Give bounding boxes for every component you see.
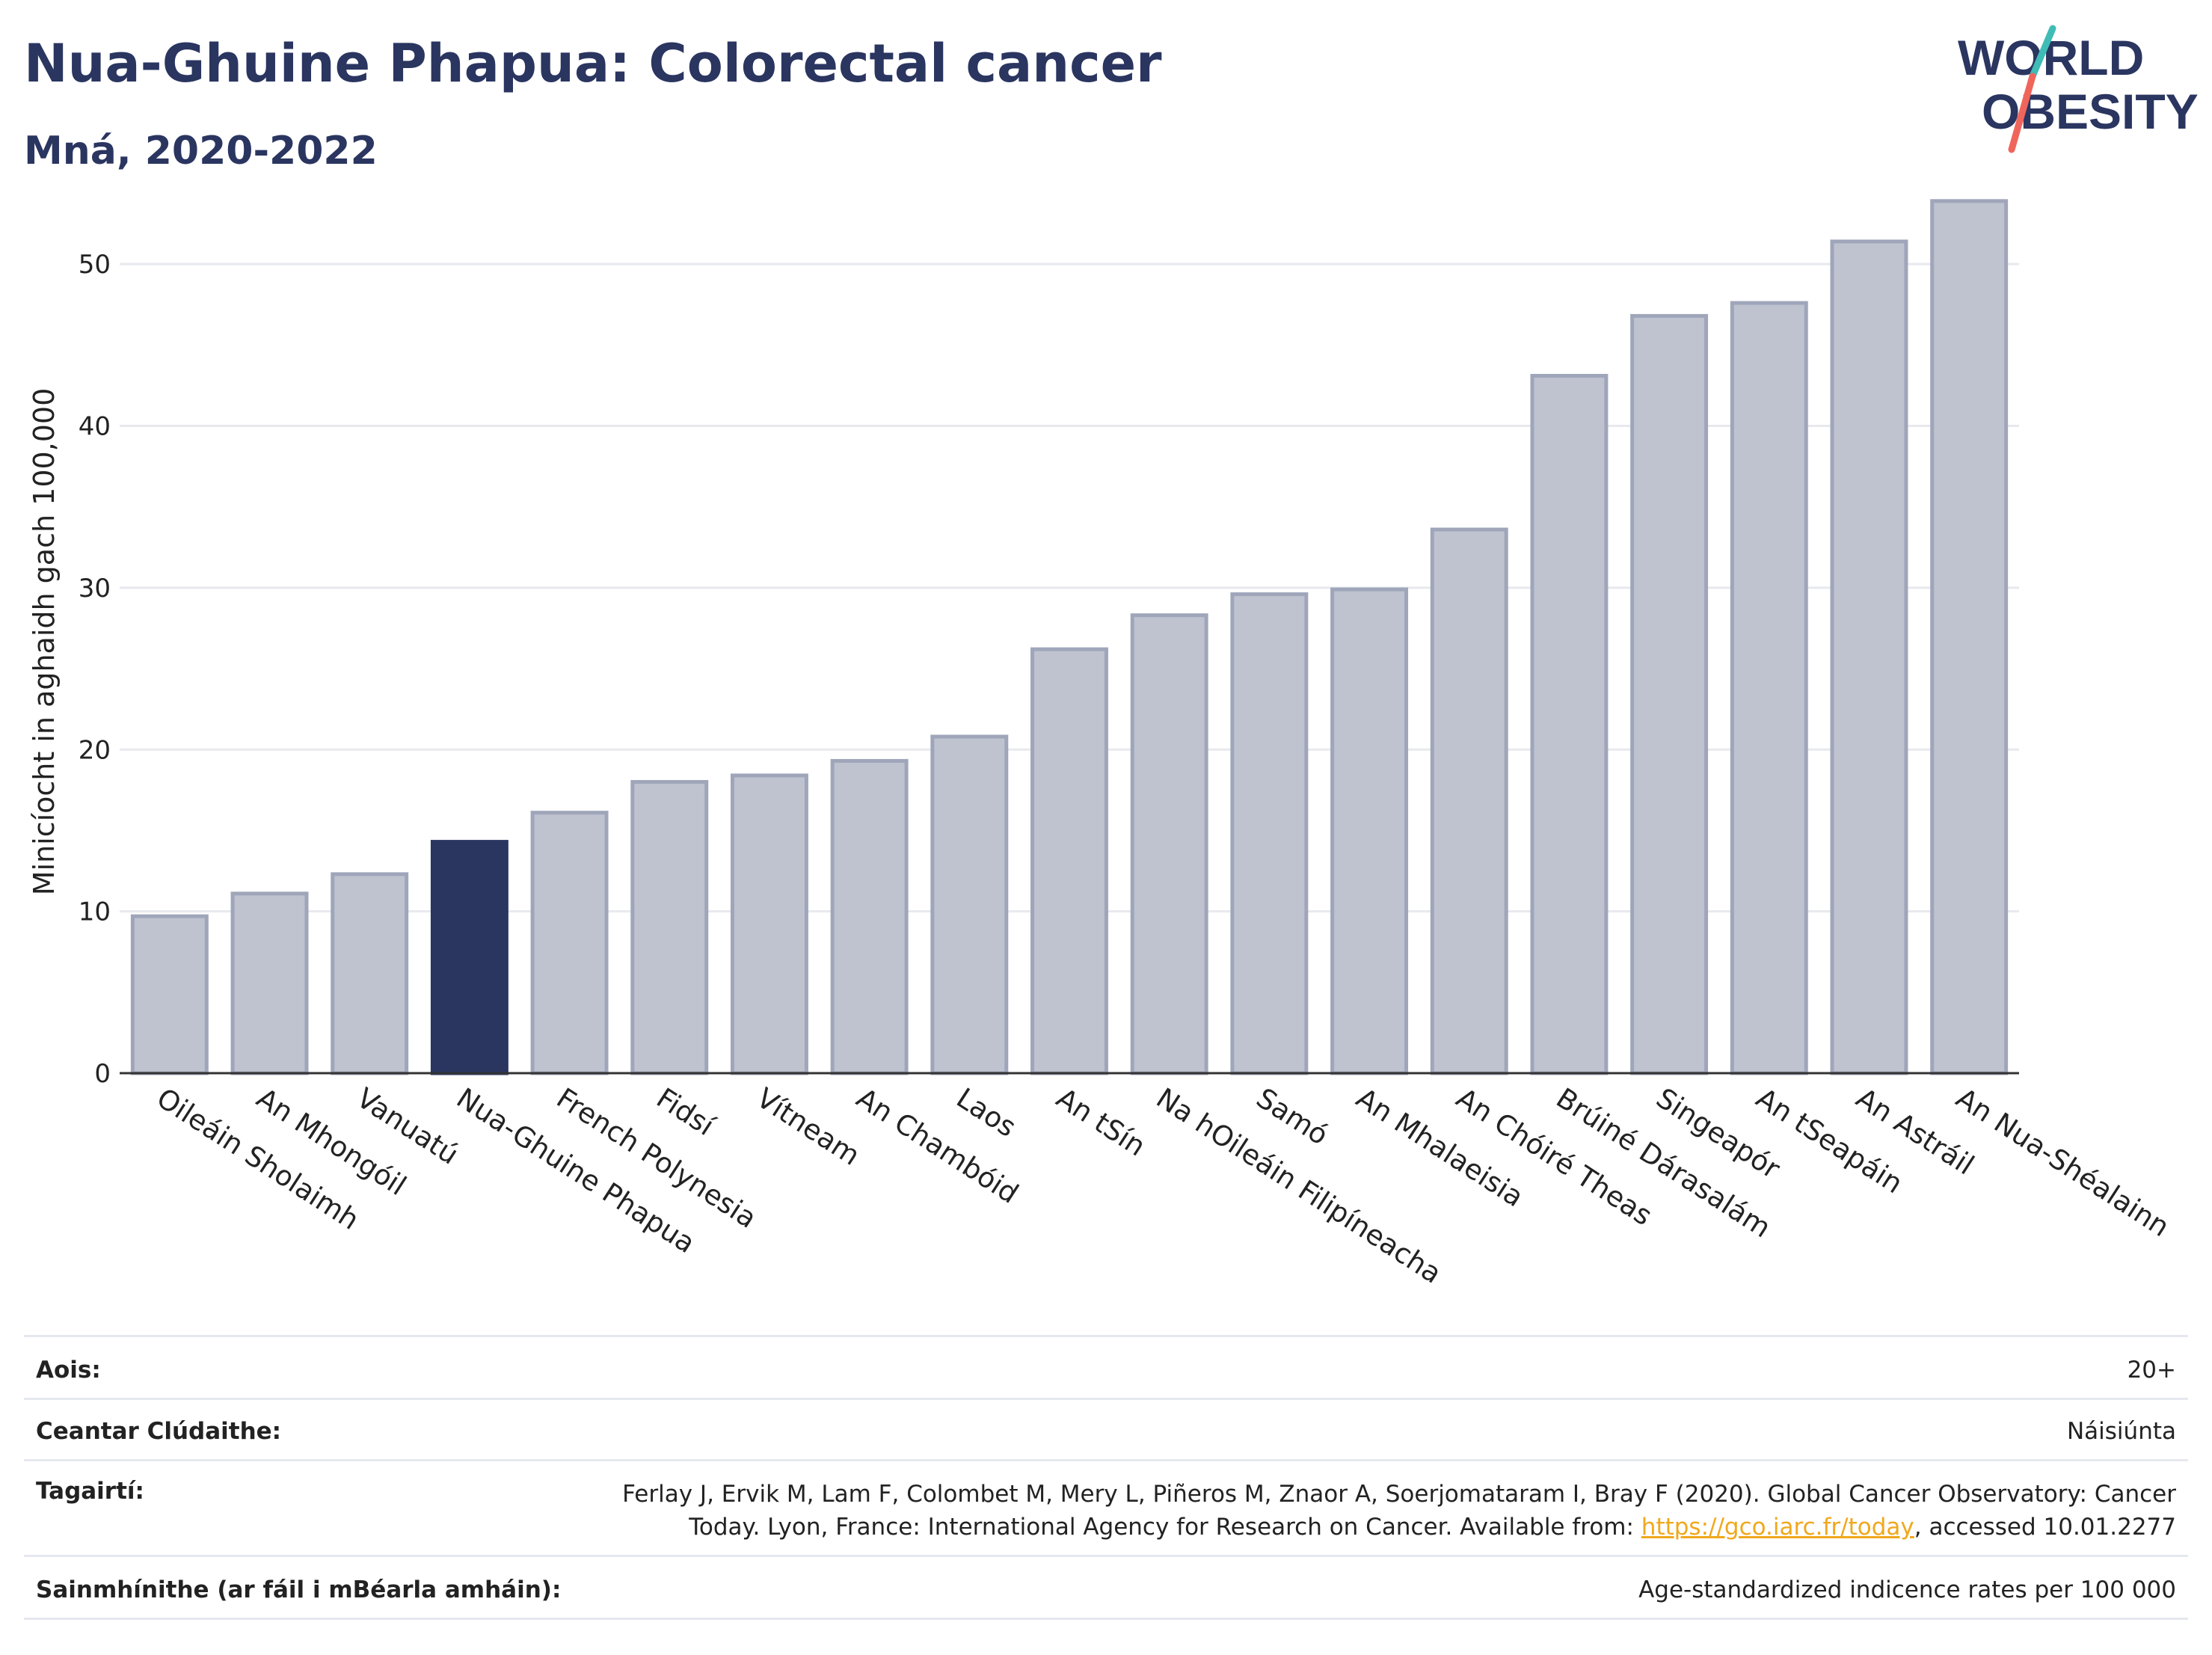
chart-subtitle: Mná, 2020-2022: [24, 129, 378, 174]
references-line2: Today. Lyon, France: International Agenc…: [622, 1511, 2176, 1544]
coverage-value: Náisiúnta: [2066, 1418, 2176, 1445]
bar: [1730, 301, 1808, 1075]
bar-highlighted: [430, 840, 509, 1075]
world-obesity-logo: WORLD OBESITY: [1958, 25, 2199, 153]
info-row-age: Aois: 20+: [24, 1337, 2188, 1400]
bar: [730, 773, 808, 1075]
x-tick-label: An Nua-Shéalainn: [1950, 1081, 2175, 1243]
references-label: Tagairtí:: [36, 1478, 144, 1505]
chart-title: Nua-Ghuine Phapua: Colorectal cancer: [24, 33, 1162, 94]
references-link[interactable]: https://gco.iarc.fr/today: [1641, 1514, 1914, 1541]
bar: [530, 811, 609, 1075]
info-table: Aois: 20+ Ceantar Clúdaithe: Náisiúnta T…: [24, 1335, 2188, 1620]
x-tick-label: Vítneam: [751, 1081, 865, 1171]
coverage-label: Ceantar Clúdaithe:: [36, 1418, 282, 1445]
info-row-definitions: Sainmhínithe (ar fáil i mBéarla amháin):…: [24, 1557, 2188, 1620]
y-tick-label: 0: [94, 1059, 111, 1089]
x-tick-label: An Mhalaeisia: [1351, 1081, 1529, 1213]
bar: [1030, 647, 1108, 1075]
bar: [1530, 373, 1609, 1075]
y-tick-label: 30: [79, 574, 111, 604]
logo-slash-top: [2029, 25, 2056, 80]
bar: [1230, 592, 1309, 1075]
definitions-value: Age-standardized indicence rates per 100…: [1638, 1576, 2176, 1603]
x-tick-label: Fidsí: [651, 1081, 721, 1143]
bar: [930, 734, 1009, 1075]
bar: [1430, 527, 1508, 1075]
bar: [331, 872, 409, 1075]
y-axis-label: Minicíocht in aghaidh gach 100,000: [28, 388, 61, 896]
age-value: 20+: [2127, 1357, 2176, 1384]
x-tick-label: An tSín: [1051, 1081, 1151, 1162]
bar: [230, 891, 309, 1075]
references-value: Ferlay J, Ervik M, Lam F, Colombet M, Me…: [622, 1478, 2176, 1544]
logo-slash-bottom: [2008, 73, 2036, 153]
y-tick-label: 10: [79, 897, 111, 927]
bar: [630, 780, 709, 1075]
references-line1: Ferlay J, Ervik M, Lam F, Colombet M, Me…: [622, 1481, 2176, 1508]
references-line2-post: , accessed 10.01.2277: [1914, 1514, 2176, 1541]
info-row-coverage: Ceantar Clúdaithe: Náisiúnta: [24, 1400, 2188, 1461]
definitions-label: Sainmhínithe (ar fáil i mBéarla amháin):: [36, 1576, 562, 1603]
y-tick-label: 20: [79, 735, 111, 765]
bar: [1930, 199, 2009, 1075]
bar: [1130, 613, 1208, 1075]
info-row-references: Tagairtí: Ferlay J, Ervik M, Lam F, Colo…: [24, 1461, 2188, 1557]
y-tick-label: 40: [79, 412, 111, 442]
y-tick-label: 50: [79, 250, 111, 280]
bar-chart: 0 10 20 30 40 50 Minicíocht in aghaidh gach 10…: [28, 199, 2175, 1290]
bar: [130, 914, 209, 1075]
bar: [1630, 313, 1709, 1075]
bar: [1830, 239, 1908, 1075]
x-tick-label: Laos: [950, 1081, 1021, 1143]
x-tick-label: Samó: [1250, 1081, 1333, 1151]
bar: [830, 758, 909, 1075]
bar: [1330, 587, 1409, 1075]
references-line2-pre: Today. Lyon, France: International Agenc…: [689, 1514, 1641, 1541]
age-label: Aois:: [36, 1357, 101, 1384]
